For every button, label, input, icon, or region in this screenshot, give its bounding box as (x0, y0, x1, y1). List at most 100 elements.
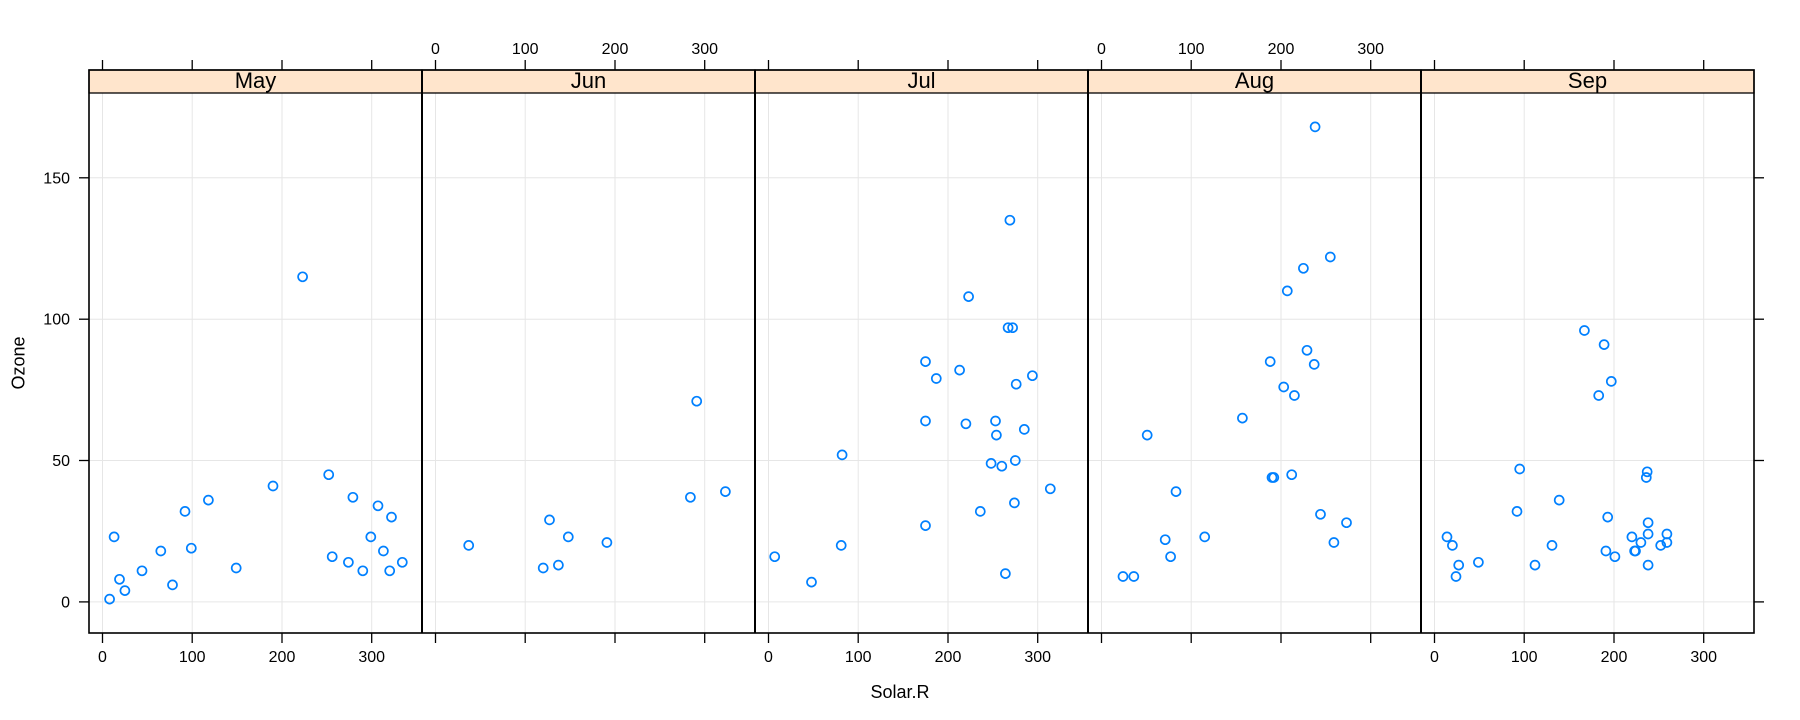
x-tick-label-bottom: 0 (98, 649, 107, 666)
data-point-may (347, 491, 359, 503)
data-point-aug (1199, 531, 1211, 543)
data-point-sep (1593, 390, 1605, 401)
data-point-sep (1626, 531, 1638, 543)
x-tick-label-top: 200 (1268, 41, 1295, 58)
data-point-sep (1553, 494, 1565, 506)
data-point-jul (1044, 483, 1056, 495)
data-point-sep (1641, 466, 1653, 478)
data-point-may (114, 573, 125, 585)
x-tick-label-bottom: 0 (1430, 649, 1439, 666)
y-tick-label: 50 (52, 453, 70, 470)
x-tick-label-bottom: 200 (935, 649, 962, 666)
data-point-aug (1315, 508, 1326, 520)
x-tick-label-top: 300 (1357, 41, 1384, 58)
data-point-jul (769, 551, 781, 563)
data-point-aug (1159, 534, 1171, 546)
data-point-may (167, 579, 178, 591)
data-point-sep (1546, 540, 1558, 551)
data-point-aug (1301, 344, 1313, 356)
data-point-jul (920, 520, 931, 531)
data-point-aug (1128, 571, 1140, 582)
y-tick-label: 100 (43, 312, 70, 329)
strip-label-jun: Jun (571, 68, 606, 93)
data-point-may (343, 556, 354, 568)
data-point-sep (1473, 556, 1484, 568)
data-point-sep (1598, 339, 1610, 350)
data-point-may (384, 565, 396, 577)
x-tick-label-top: 300 (691, 41, 718, 58)
data-point-jun (544, 514, 555, 526)
data-point-jun (720, 486, 731, 497)
data-point-jun (553, 559, 564, 571)
data-point-sep (1529, 559, 1541, 571)
x-tick-label-top: 200 (602, 41, 629, 58)
x-tick-label-bottom: 0 (764, 649, 773, 666)
data-point-aug (1286, 469, 1298, 481)
data-point-sep (1514, 463, 1526, 475)
x-tick-label-top: 100 (512, 41, 539, 58)
data-point-may (386, 511, 397, 523)
data-point-may (155, 545, 167, 557)
strip-label-sep: Sep (1568, 68, 1607, 93)
data-point-jul (930, 373, 942, 384)
plot-outer-border (88, 69, 1755, 634)
data-point-jul (985, 458, 997, 469)
data-point-may (185, 542, 197, 554)
data-point-sep (1447, 540, 1458, 551)
data-point-sep (1511, 506, 1523, 517)
data-point-aug (1328, 537, 1340, 548)
x-tick-label-bottom: 100 (179, 649, 206, 666)
data-point-may (179, 506, 191, 517)
data-point-jul (1009, 497, 1020, 509)
data-point-may (323, 469, 335, 481)
data-point-sep (1441, 531, 1453, 543)
data-point-jul (835, 540, 847, 551)
data-point-sep (1600, 545, 1612, 557)
x-tick-label-top: 100 (1178, 41, 1205, 58)
data-point-aug (1278, 381, 1290, 393)
data-point-jul (960, 418, 972, 430)
data-point-jul (1010, 378, 1022, 390)
data-point-jul (1009, 455, 1021, 466)
strip-label-may: May (235, 68, 277, 93)
data-point-jul (954, 364, 965, 376)
x-tick-label-top: 0 (1097, 41, 1106, 58)
data-point-sep (1640, 472, 1652, 483)
data-point-sep (1642, 559, 1654, 571)
data-point-aug (1266, 472, 1278, 483)
data-point-jun (601, 537, 613, 548)
data-point-jul (991, 429, 1002, 441)
data-point-jul (1002, 322, 1014, 334)
data-point-may (326, 551, 338, 563)
data-point-sep (1453, 559, 1465, 571)
data-point-may (357, 565, 369, 577)
data-point-may (119, 585, 131, 596)
data-point-may (372, 500, 384, 512)
data-point-jul (1000, 568, 1011, 579)
data-point-may (297, 271, 308, 283)
data-point-sep (1642, 517, 1654, 529)
data-point-jul (1007, 322, 1018, 334)
data-point-jun (537, 562, 549, 574)
data-point-may (108, 531, 120, 543)
x-tick-label-bottom: 200 (1601, 649, 1628, 666)
data-point-jun (463, 540, 475, 551)
data-point-jul (920, 356, 931, 367)
data-point-may (396, 556, 408, 568)
data-point-may (378, 545, 389, 557)
x-tick-label-bottom: 300 (358, 649, 385, 666)
data-point-sep (1602, 511, 1614, 523)
data-point-sep (1579, 325, 1590, 336)
data-point-sep (1609, 551, 1621, 563)
data-point-jul (996, 460, 1008, 472)
data-point-aug (1170, 486, 1182, 497)
data-point-aug (1324, 251, 1336, 263)
data-point-may (267, 480, 279, 492)
data-point-jul (963, 291, 974, 302)
data-point-sep (1635, 537, 1647, 548)
data-point-sep (1655, 540, 1667, 551)
data-point-may (365, 531, 377, 543)
